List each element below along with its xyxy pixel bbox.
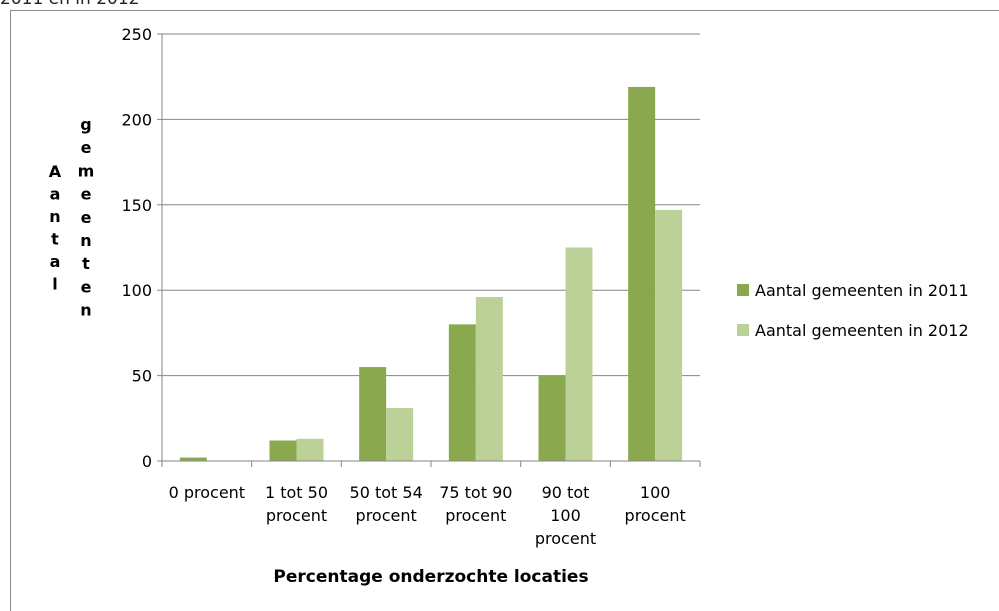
x-tick-labels: 0 procent 1 tot 50 procent 50 tot 54 procent… [169,483,686,548]
bar-2011 [628,86,656,461]
gridlines [157,33,700,462]
y-tick-label: 200 [121,110,152,129]
legend: Aantal gemeenten in 2011 Aantal gemeenten… [737,281,969,340]
legend-swatch-2011 [737,284,749,296]
y-tick-labels: 0 50 100 150 200 250 [121,25,152,471]
axes [161,34,701,467]
bar-2012 [655,209,683,461]
bar-2012 [565,247,593,461]
chart-caption: 2011 en in 2012 [0,0,139,9]
x-tick-label: 50 tot 54 procent [350,483,423,525]
x-tick-label: 1 tot 50 procent [265,483,328,525]
x-tick-label: 0 procent [169,483,246,502]
bars [179,86,683,461]
legend-label: Aantal gemeenten in 2011 [755,281,969,300]
y-tick-label: 100 [121,281,152,300]
bar-2011 [179,457,207,461]
y-tick-label: 150 [121,196,152,215]
legend-swatch-2012 [737,324,749,336]
bar-2011 [269,440,297,461]
x-tick-label: 90 tot 100 procent [535,483,596,548]
bar-2011 [359,367,387,461]
bar-2012 [386,408,414,461]
chart-frame [10,10,999,611]
x-tick-label: 75 tot 90 procent [439,483,512,525]
y-tick-label: 0 [142,452,152,471]
y-tick-label: 50 [132,367,152,386]
bar-2011 [538,375,566,461]
bar-2012 [296,438,324,461]
x-axis-label: Percentage onderzochte locaties [273,567,588,587]
bar-2011 [448,324,476,461]
legend-label: Aantal gemeenten in 2012 [755,321,969,340]
bar-2012 [475,297,503,461]
y-tick-label: 250 [121,25,152,44]
x-tick-label: 100 procent [625,483,686,525]
